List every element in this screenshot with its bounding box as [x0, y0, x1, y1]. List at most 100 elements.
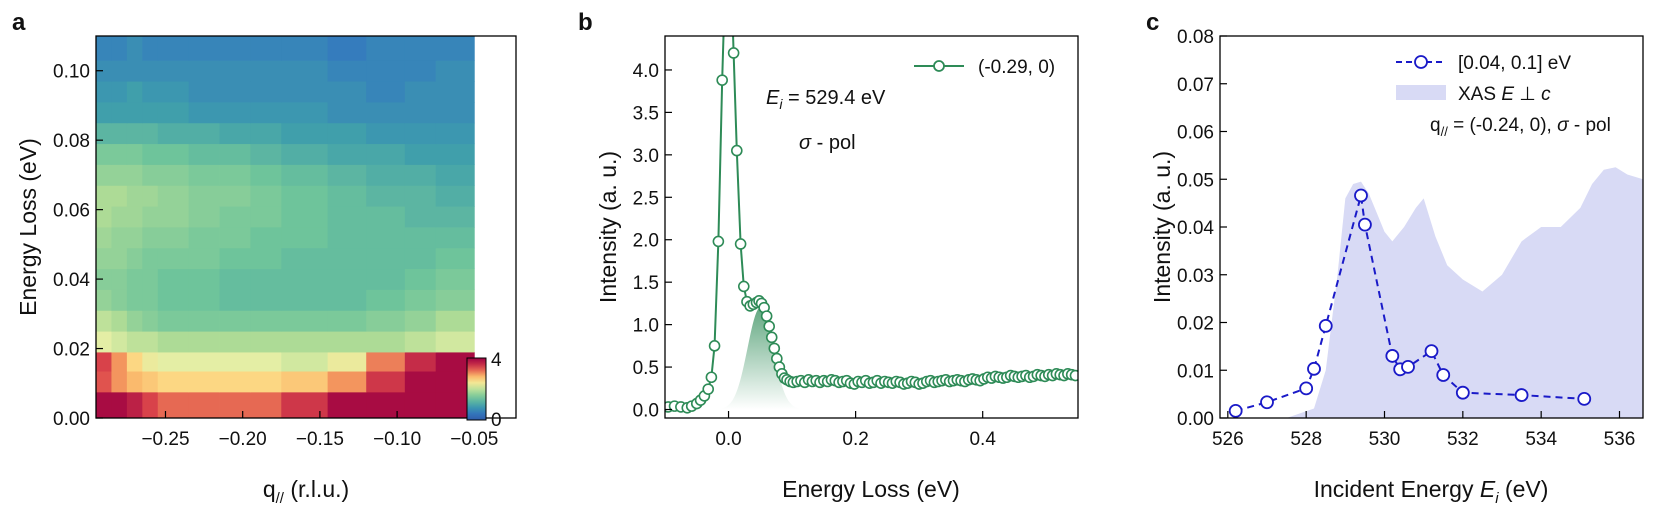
- heatmap-cell: [281, 289, 329, 311]
- panel-b-y-axis-title: Intensity (a. u.): [595, 151, 621, 303]
- heatmap-cell: [250, 310, 282, 332]
- heatmap-cell: [435, 101, 475, 124]
- heatmap-cell: [327, 143, 367, 165]
- heatmap-cell: [157, 101, 190, 124]
- heatmap-cell: [281, 185, 329, 207]
- y-tick-label: 3.0: [633, 146, 659, 167]
- heatmap-cell: [126, 81, 143, 103]
- annotation-momentum-polarization: q// = (-0.24, 0), σ - pol: [1430, 115, 1611, 139]
- heatmap-cell: [250, 81, 282, 103]
- data-point: [705, 371, 718, 384]
- heatmap-cell: [188, 185, 220, 207]
- heatmap-cell: [250, 247, 282, 270]
- legend-b-marker: [933, 60, 945, 72]
- heatmap-cell: [435, 143, 475, 165]
- heatmap-cells: [96, 36, 475, 419]
- heatmap-cell: [157, 206, 190, 228]
- heatmap-cell: [281, 391, 329, 419]
- heatmap-cell: [96, 81, 112, 103]
- heatmap-cell: [142, 310, 159, 332]
- heatmap-cell: [404, 143, 437, 165]
- heatmap-cell: [366, 268, 406, 290]
- heatmap-cell: [111, 143, 128, 165]
- data-point: [716, 74, 728, 86]
- heatmap-cell: [96, 247, 112, 270]
- data-point: [1299, 381, 1314, 396]
- data-point: [765, 331, 778, 344]
- heatmap-cell: [111, 60, 128, 82]
- data-point: [763, 320, 776, 333]
- data-point: [1069, 369, 1078, 382]
- heatmap-cell: [327, 36, 367, 61]
- data-point: [727, 47, 740, 59]
- shaded-peak: [722, 307, 799, 410]
- data-point: [1358, 217, 1372, 232]
- x-tick-label: 526: [1212, 429, 1244, 450]
- panel-a-y-axis-title: Energy Loss (eV): [15, 138, 41, 316]
- heatmap-cell: [435, 60, 475, 82]
- heatmap-cell: [157, 143, 190, 165]
- data-point: [737, 280, 750, 293]
- y-tick-label: 0.5: [633, 358, 659, 379]
- data-point: [1318, 318, 1333, 333]
- heatmap-cell: [111, 81, 128, 103]
- heatmap-cell: [366, 101, 406, 124]
- heatmap-cell: [157, 310, 190, 332]
- heatmap-cell: [96, 185, 112, 207]
- data-point: [1514, 388, 1529, 402]
- panel-c-x-ticks: 526 528 530 532 534 536: [1212, 411, 1635, 450]
- heatmap-cell: [250, 289, 282, 311]
- y-tick-label: 4.0: [633, 61, 659, 82]
- heatmap-cell: [219, 206, 251, 228]
- heatmap-cell: [111, 122, 128, 145]
- heatmap-cell: [96, 164, 112, 186]
- heatmap-cell: [188, 310, 220, 332]
- heatmap-cell: [327, 371, 367, 393]
- y-tick-label: 0.02: [53, 340, 90, 361]
- panel-a-x-axis-title: q// (r.l.u.): [263, 476, 349, 507]
- heatmap-cell: [126, 185, 143, 207]
- heatmap-cell: [435, 289, 475, 311]
- heatmap-cell: [188, 101, 220, 124]
- colorbar: [466, 357, 487, 421]
- y-tick-label: 0.00: [53, 409, 90, 430]
- data-point: [734, 238, 747, 250]
- panel-c-x-axis-title: Incident Energy Ei (eV): [1314, 476, 1549, 507]
- heatmap-cell: [250, 122, 282, 145]
- data-point: [1307, 361, 1321, 376]
- data-point: [1577, 391, 1592, 406]
- heatmap-cell: [219, 122, 251, 145]
- heatmap-cell: [404, 391, 437, 419]
- heatmap-cell: [142, 185, 159, 207]
- heatmap-cell: [96, 36, 112, 61]
- heatmap-cell: [188, 36, 220, 61]
- heatmap-cell: [366, 391, 406, 419]
- heatmap-cell: [281, 227, 329, 249]
- heatmap-cell: [96, 206, 112, 228]
- heatmap-cell: [219, 60, 251, 82]
- heatmap-cell: [142, 227, 159, 249]
- heatmap-cell: [250, 164, 282, 186]
- heatmap-cell: [281, 310, 329, 332]
- heatmap-cell: [126, 268, 143, 290]
- heatmap-cell: [157, 60, 190, 82]
- heatmap-cell: [435, 268, 475, 290]
- heatmap-cell: [142, 391, 159, 419]
- heatmap-cell: [404, 268, 437, 290]
- heatmap-cell: [327, 289, 367, 311]
- y-tick-label: 2.5: [633, 188, 659, 209]
- heatmap-cell: [404, 164, 437, 186]
- heatmap-cell: [366, 371, 406, 393]
- heatmap-cell: [188, 371, 220, 393]
- heatmap-cell: [327, 268, 367, 290]
- heatmap-cell: [327, 60, 367, 82]
- heatmap-cell: [435, 352, 475, 372]
- data-point: [1385, 349, 1400, 363]
- heatmap-cell: [281, 122, 329, 145]
- heatmap-cell: [281, 101, 329, 124]
- heatmap-cell: [404, 101, 437, 124]
- data-point: [1401, 360, 1415, 374]
- heatmap-cell: [281, 268, 329, 290]
- heatmap-cell: [96, 268, 112, 290]
- series-points-c: [1228, 188, 1592, 418]
